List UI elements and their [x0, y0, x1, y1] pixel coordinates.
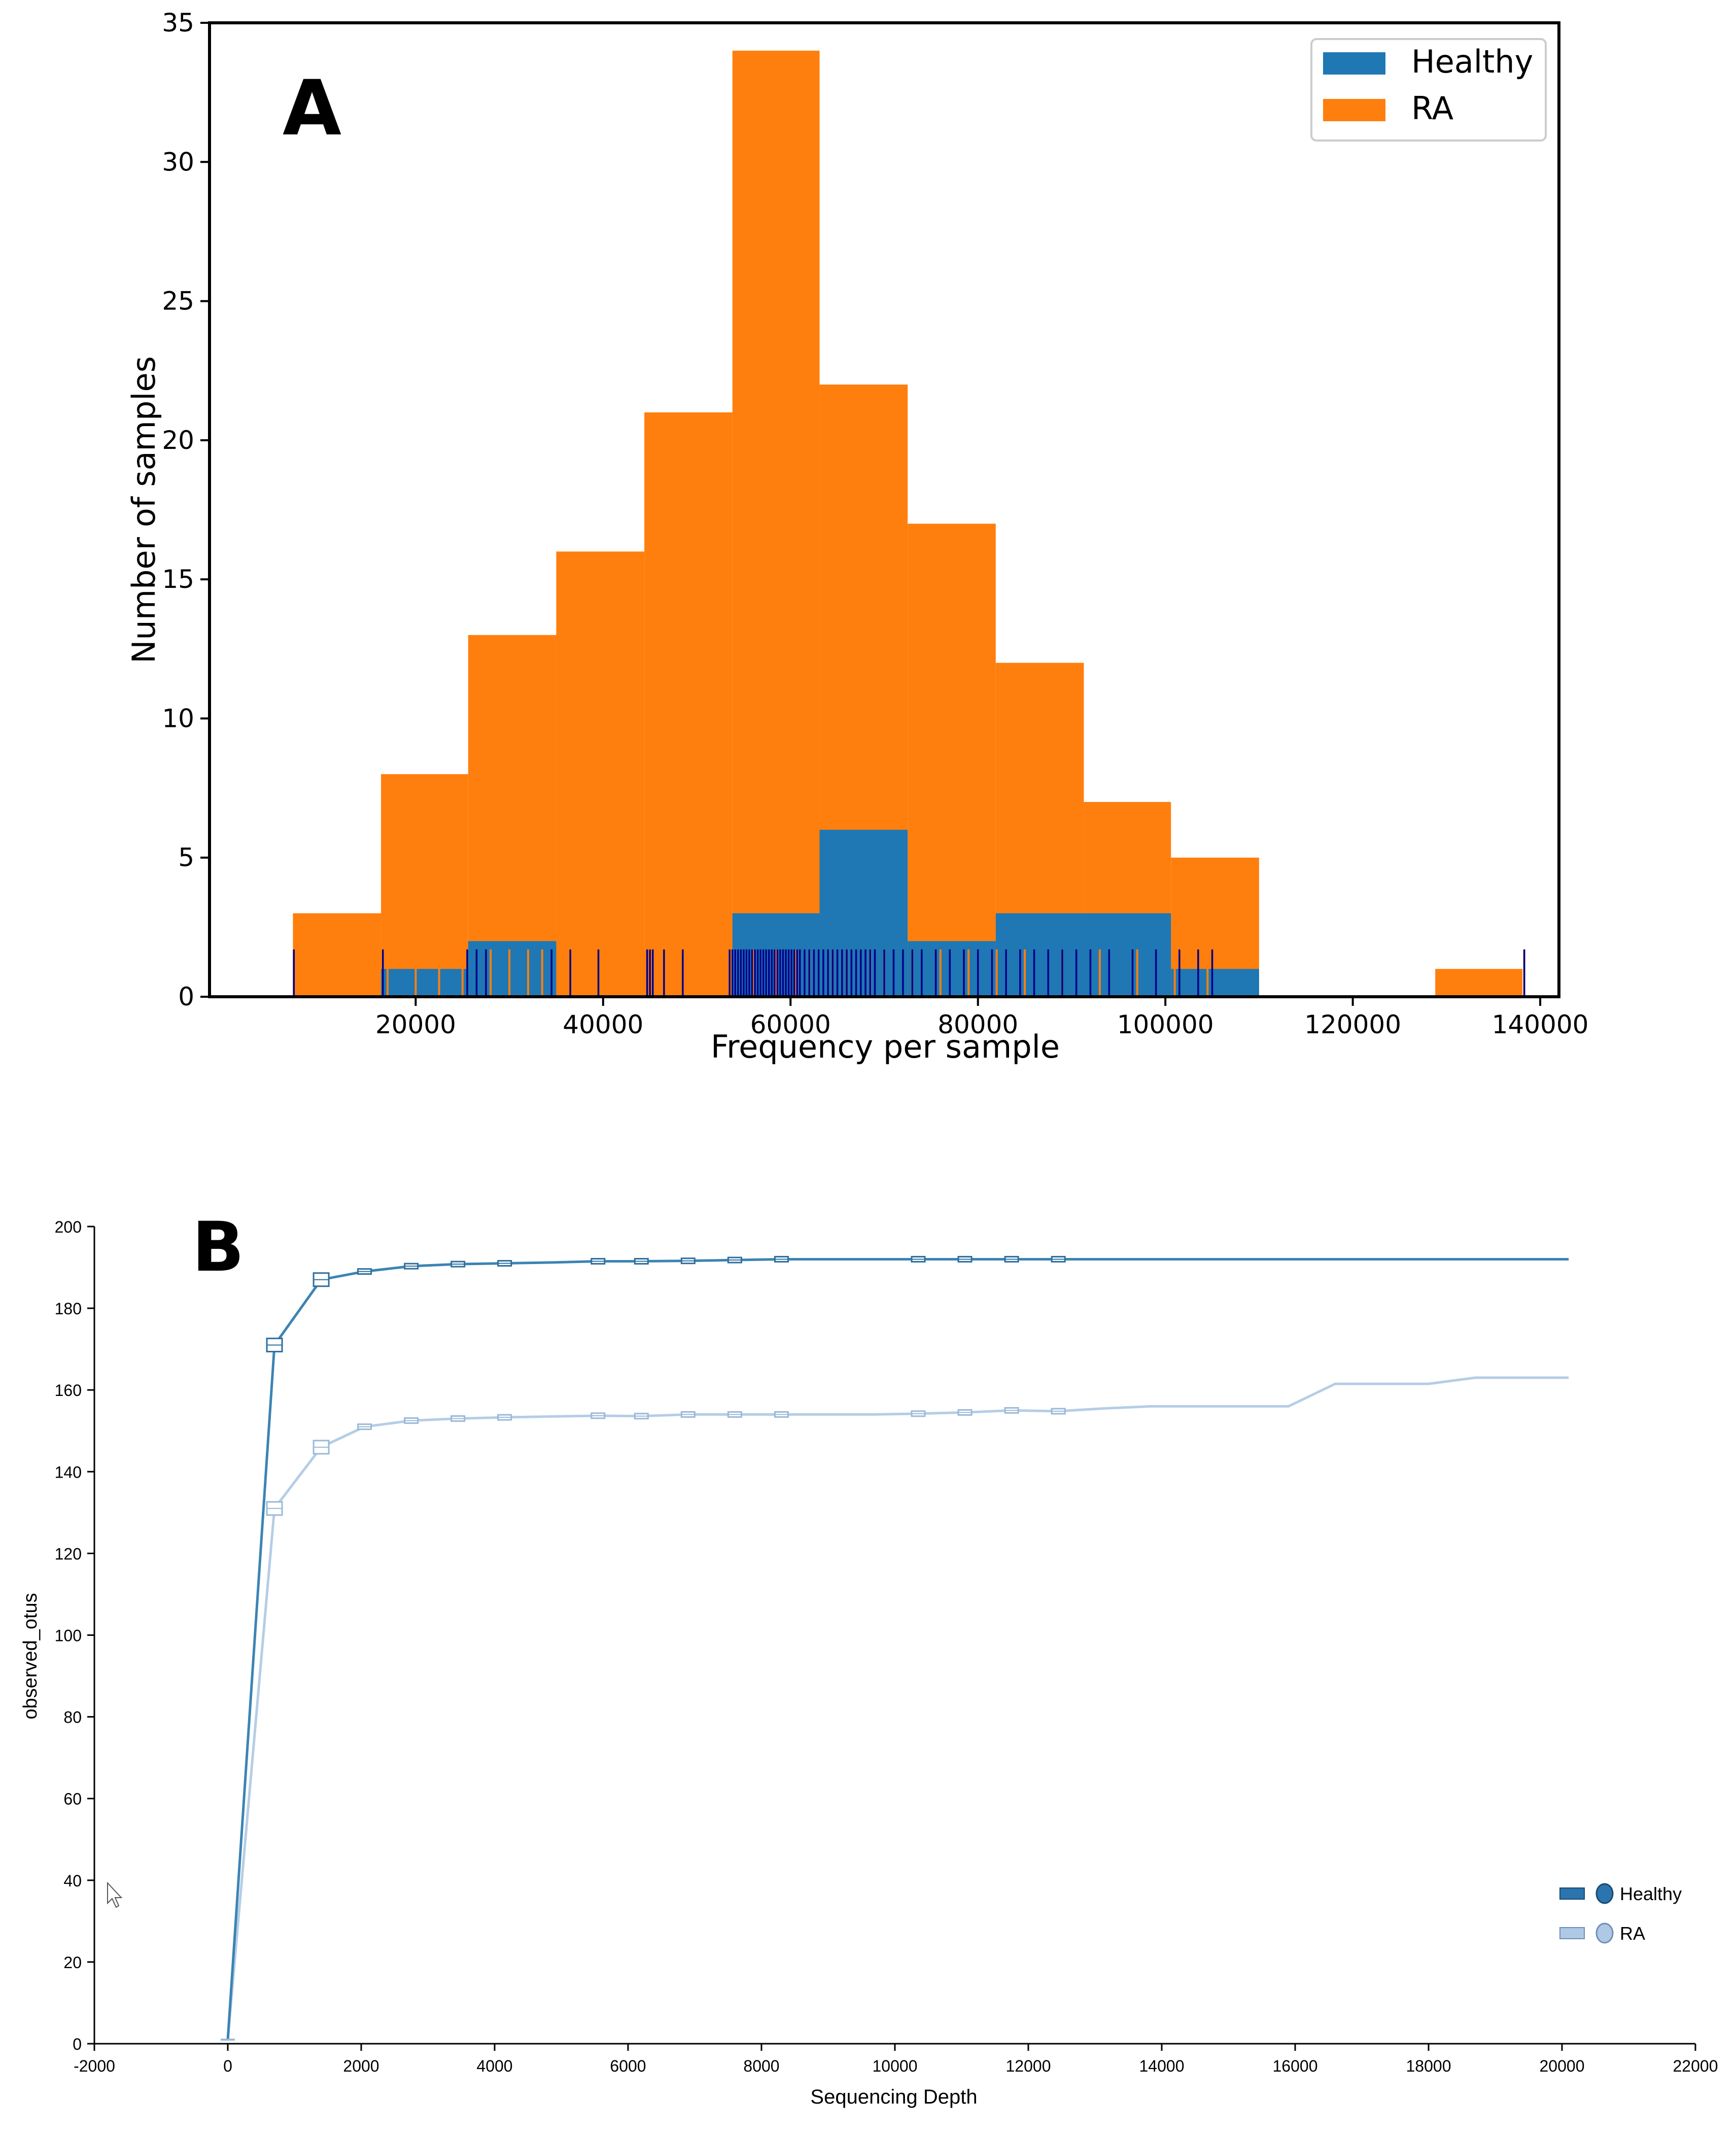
bar-ra-7	[908, 523, 996, 997]
rarefaction-lines	[221, 1255, 1569, 2041]
x-tick-label-b: 20000	[1540, 2057, 1585, 2075]
y-tick-label-b: 200	[55, 1218, 82, 1236]
bar-healthy-1	[381, 969, 468, 997]
y-axis-label-a: Number of samples	[125, 356, 162, 663]
x-tick-label-a: 40000	[563, 1010, 643, 1039]
x-tick-label-a: 60000	[750, 1010, 831, 1039]
rug-plot	[293, 949, 1525, 997]
bar-ra-13	[1435, 969, 1522, 997]
legend-a: Healthy RA	[1310, 38, 1547, 142]
panel-a-histogram: 20000 40000 60000 80000 100000 120000 140000 0…	[125, 8, 1588, 1065]
y-tick-label-b: 60	[63, 1790, 82, 1808]
y-tick-label-a: 15	[162, 565, 194, 594]
plot-frame-a	[208, 21, 1560, 998]
legend-circle-healthy-b	[1595, 1883, 1614, 1904]
y-tick-label-a: 35	[162, 8, 194, 38]
x-axis-label-b: Sequencing Depth	[810, 2086, 977, 2108]
legend-label-healthy-b: Healthy	[1620, 1883, 1682, 1904]
bar-healthy-10	[1171, 969, 1259, 997]
bar-healthy-8	[995, 913, 1084, 997]
x-tick-label-a: 120000	[1304, 1010, 1401, 1039]
x-tick-label-b: 6000	[610, 2057, 646, 2075]
legend-rect-healthy-b	[1559, 1887, 1585, 1900]
x-tick-label-b: 8000	[743, 2057, 779, 2075]
y-tick-label-b: 180	[55, 1300, 82, 1318]
y-tick-label-b: 160	[55, 1381, 82, 1400]
y-tick-label-b: 140	[55, 1463, 82, 1481]
y-tick-label-a: 10	[162, 704, 194, 733]
bar-ra-2	[468, 635, 557, 997]
bar-ra-5	[732, 50, 820, 997]
y-tick-label-b: 80	[63, 1708, 82, 1727]
y-tick-label-b: 120	[55, 1545, 82, 1563]
bar-ra-0	[293, 913, 381, 997]
y-axis-label-b: observed_otus	[20, 1593, 41, 1719]
ra-bars	[293, 50, 1522, 997]
x-tick-label-b: -2000	[74, 2057, 115, 2075]
x-axis-b: -2000 0 2000 4000 6000 8000 10000 12000 14000 160…	[74, 2044, 1718, 2075]
legend-label-healthy-a: Healthy	[1411, 43, 1533, 80]
x-tick-label-b: 16000	[1273, 2057, 1318, 2075]
y-tick-label-a: 20	[162, 426, 194, 455]
y-tick-label-a: 30	[162, 147, 194, 177]
panel-letter-b: B	[192, 1207, 245, 1287]
y-tick-label-b: 40	[63, 1872, 82, 1890]
mouse-cursor-icon	[107, 1881, 123, 1908]
x-tick-label-b: 0	[223, 2057, 232, 2075]
y-tick-label-b: 100	[55, 1627, 82, 1645]
x-tick-label-b: 14000	[1139, 2057, 1185, 2075]
x-tick-label-b: 18000	[1406, 2057, 1451, 2075]
y-tick-label-a: 5	[178, 843, 194, 872]
x-tick-label-b: 12000	[1006, 2057, 1051, 2075]
y-tick-label-a: 0	[178, 982, 194, 1011]
x-axis-label-a: Frequency per sample	[711, 1028, 1060, 1065]
panel-b-rarefaction: -2000 0 2000 4000 6000 8000 10000 12000 14000 160…	[20, 1207, 1718, 2108]
legend-rect-ra-b	[1559, 1927, 1585, 1939]
bar-healthy-9	[1084, 913, 1171, 997]
y-tick-label-a: 25	[162, 287, 194, 316]
legend-swatch-ra-a	[1323, 99, 1385, 121]
panel-letter-a: A	[283, 64, 341, 153]
bar-ra-1	[381, 774, 468, 997]
legend-circle-ra-b	[1595, 1922, 1614, 1944]
legend-label-ra-a: RA	[1411, 90, 1453, 127]
bar-ra-4	[644, 412, 733, 997]
legend-b: Healthy RA	[1559, 1883, 1682, 1944]
legend-label-ra-b: RA	[1620, 1923, 1645, 1944]
line-ra	[226, 1376, 1569, 2040]
x-tick-label-a: 20000	[375, 1010, 456, 1039]
x-tick-label-a: 80000	[938, 1010, 1018, 1039]
bar-ra-3	[556, 551, 645, 997]
x-tick-label-a: 140000	[1492, 1010, 1589, 1039]
y-tick-label-b: 20	[63, 1953, 82, 1972]
x-axis-a: 20000 40000 60000 80000 100000 120000 140000	[375, 997, 1589, 1039]
x-tick-label-b: 22000	[1673, 2057, 1718, 2075]
y-tick-label-b: 0	[73, 2035, 82, 2053]
y-axis-a: 0 5 10 15 20 25 30 35	[162, 8, 210, 1011]
y-axis-b: 0 20 40 60 80 100 120 140 160 180 200	[55, 1218, 94, 2053]
x-tick-label-b: 4000	[476, 2057, 512, 2075]
legend-swatch-healthy-a	[1323, 52, 1385, 75]
x-tick-label-a: 100000	[1117, 1010, 1214, 1039]
x-tick-label-b: 10000	[873, 2057, 918, 2075]
x-tick-label-b: 2000	[343, 2057, 379, 2075]
line-healthy	[226, 1257, 1569, 2040]
